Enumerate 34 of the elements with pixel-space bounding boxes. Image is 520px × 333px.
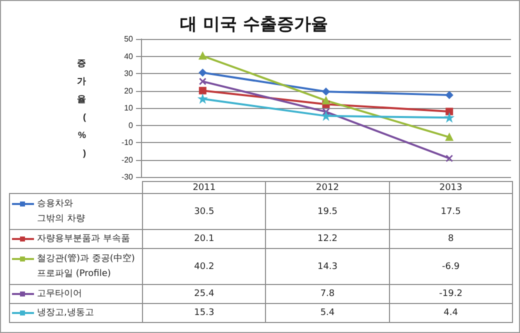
x-tick-label: 2013 xyxy=(389,182,512,194)
y-tick-label: -20 xyxy=(121,155,134,164)
data-label: -6.9 xyxy=(389,248,512,284)
data-label: 30.5 xyxy=(142,194,266,230)
chart-title: 대 미국 수출증가율 xyxy=(180,14,328,34)
legend-label: 고무타이어 xyxy=(37,288,82,300)
x-tick-label: 2012 xyxy=(266,182,390,194)
legend-label: 철강관(管)과 중공(中空) 프로파일 (Profile) xyxy=(37,252,135,280)
y-tick-label: 30 xyxy=(124,69,134,78)
data-label: 15.3 xyxy=(142,304,266,322)
legend-label: 승용차와 그밖의 차량 xyxy=(37,198,85,226)
y-tick-label: 40 xyxy=(124,52,134,61)
data-label: 19.5 xyxy=(266,194,390,230)
y-tick-label: 20 xyxy=(124,86,134,96)
data-label: 40.2 xyxy=(142,248,266,284)
data-label: 17.5 xyxy=(389,194,512,230)
data-label: 8 xyxy=(389,230,512,248)
data-label: 20.1 xyxy=(142,230,266,248)
legend-label: 냉장고,냉동고 xyxy=(37,306,94,320)
y-tick-label: 0 xyxy=(128,120,134,130)
data-label: 12.2 xyxy=(266,230,390,248)
legend-label: 자량용부분품과 부속품 xyxy=(37,232,130,246)
y-tick-label: -10 xyxy=(121,138,134,147)
data-label: 7.8 xyxy=(266,284,390,304)
x-tick-label: 2011 xyxy=(142,182,266,194)
data-label: 25.4 xyxy=(142,284,266,304)
y-tick-label: 10 xyxy=(124,104,134,112)
data-label: 14.3 xyxy=(266,248,390,284)
y-tick-label: 50 xyxy=(124,34,134,44)
y-tick-label: -30 xyxy=(121,172,134,182)
data-label: -19.2 xyxy=(389,284,512,304)
data-label: 4.4 xyxy=(389,304,512,322)
y-axis-title: 증가율(%) xyxy=(77,58,86,158)
data-label: 5.4 xyxy=(266,304,390,322)
